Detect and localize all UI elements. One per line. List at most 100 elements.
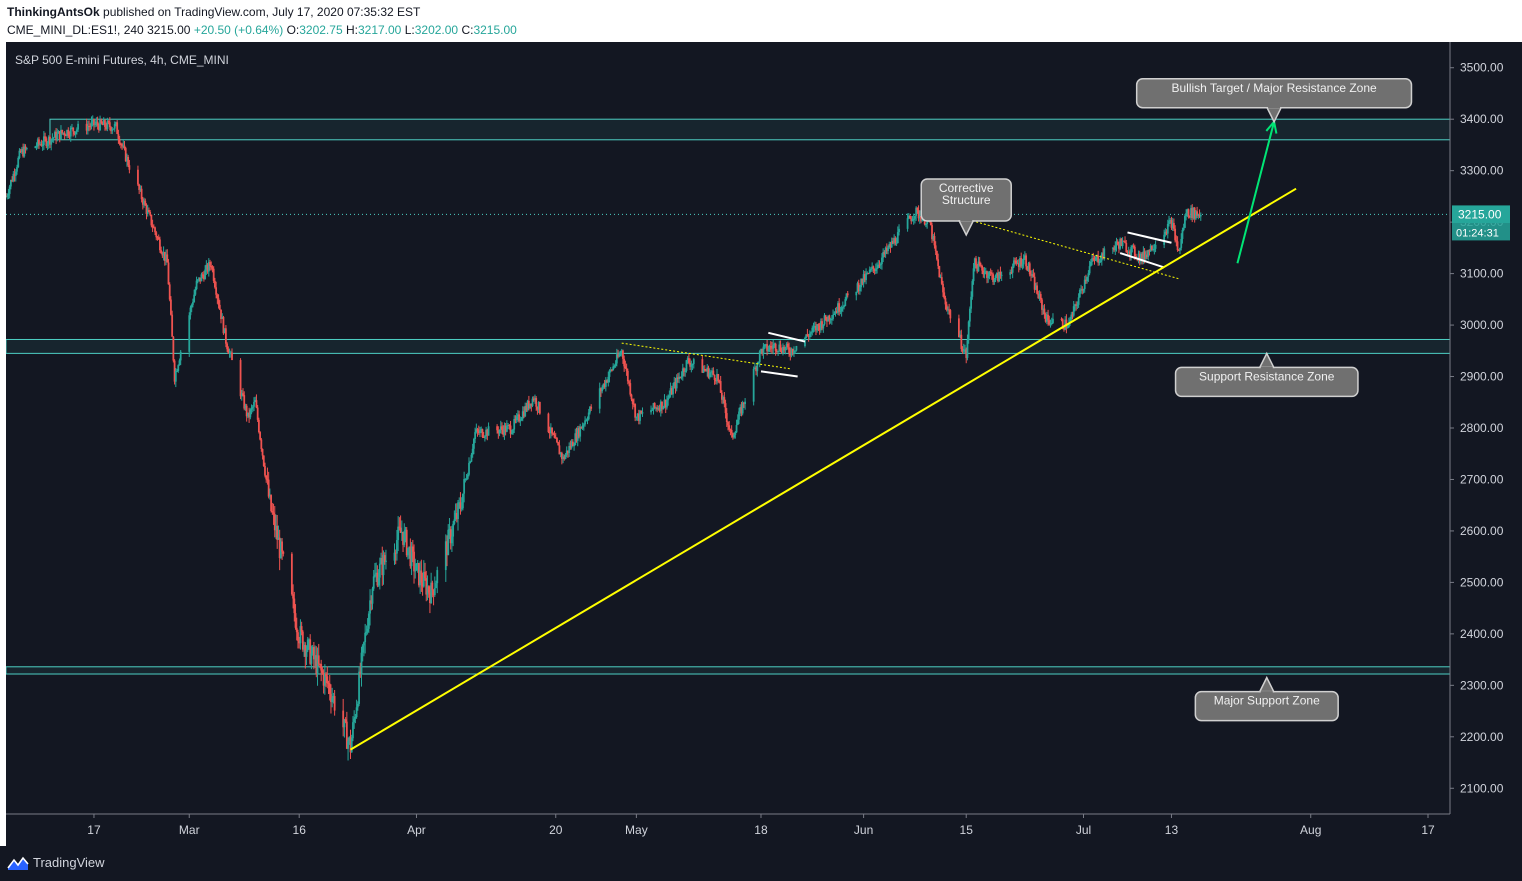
ohlc-line: CME_MINI_DL:ES1!, 240 3215.00 +20.50 (+0… (7, 23, 517, 37)
candle-body (448, 529, 451, 531)
candle (408, 546, 411, 559)
candle (861, 278, 864, 286)
candle (578, 425, 580, 439)
candle-body (1129, 251, 1131, 256)
candle-body (937, 259, 940, 266)
candle-body (190, 304, 193, 308)
candle-body (101, 123, 104, 126)
candle (1198, 209, 1201, 218)
candle-body (199, 277, 202, 282)
candle (872, 265, 875, 274)
candle (270, 494, 272, 513)
chart-area[interactable]: Bullish Target / Major Resistance Zone Co… (6, 42, 1522, 846)
candle-body (459, 502, 462, 509)
candlestick-chart[interactable]: Bullish Target / Major Resistance ZoneCo… (6, 42, 1522, 846)
candle (1138, 250, 1141, 266)
candle-body (898, 228, 900, 233)
candle (553, 430, 556, 439)
candle-body (382, 555, 385, 576)
candle (294, 604, 297, 630)
candle (640, 410, 643, 415)
candle (97, 123, 100, 133)
candle-body (396, 540, 398, 554)
candle-body (791, 348, 794, 353)
countdown-badge (1452, 223, 1510, 241)
candle-body (906, 218, 909, 229)
candle-body (115, 122, 117, 124)
candle (589, 405, 591, 415)
candle-body (195, 280, 198, 290)
candle (216, 293, 219, 304)
candle-body (650, 410, 652, 413)
candle-body (559, 452, 562, 455)
candle (839, 306, 842, 315)
candle-body (786, 343, 789, 348)
candle-body (189, 307, 192, 316)
candle (93, 118, 95, 131)
candle-body (655, 407, 657, 409)
candle (227, 346, 230, 354)
candle-body (762, 346, 765, 355)
candle-body (948, 309, 951, 311)
candle-body (188, 315, 191, 352)
candle-body (1125, 242, 1128, 253)
candle (532, 396, 535, 402)
candle-body (1137, 253, 1140, 259)
candle (581, 422, 584, 431)
time-axis-bg (6, 814, 1522, 846)
candle (376, 565, 379, 588)
candle (405, 527, 408, 558)
candle-body (1113, 247, 1115, 251)
candle (201, 271, 204, 279)
candle (299, 619, 302, 650)
candle (1063, 326, 1065, 332)
tradingview-brand[interactable]: TradingView (33, 855, 105, 870)
candle-body (640, 410, 643, 414)
candle-body (944, 298, 947, 305)
candle (411, 539, 414, 563)
candle-body (35, 146, 38, 148)
candle-body (887, 247, 889, 252)
candle-body (718, 380, 721, 382)
candle-body (915, 207, 918, 216)
candle-body (231, 352, 233, 361)
candle (409, 538, 412, 569)
candle (709, 370, 712, 378)
candle (830, 314, 833, 325)
candle-body (436, 570, 439, 584)
candle (1114, 241, 1117, 255)
candle (1089, 259, 1092, 267)
candle-body (834, 310, 837, 314)
candle (1194, 210, 1197, 221)
tradingview-logo-icon[interactable] (7, 855, 29, 871)
candle (856, 281, 859, 293)
candle (717, 373, 720, 384)
candle-body (585, 420, 588, 422)
candle (518, 410, 520, 423)
candle-body (1118, 244, 1120, 249)
candle-body (480, 429, 483, 431)
candle (813, 321, 816, 332)
candle-body (364, 632, 367, 643)
candle-body (508, 425, 511, 427)
candle-body (1014, 260, 1016, 262)
candle (72, 127, 75, 137)
candle (248, 407, 251, 423)
candle (651, 407, 654, 411)
candle-body (1138, 253, 1141, 262)
author-name[interactable]: ThinkingAntsOk (7, 5, 100, 19)
candle (652, 402, 655, 415)
candle (23, 143, 26, 158)
candle (1103, 246, 1106, 261)
candle-body (982, 270, 985, 275)
candle-body (717, 374, 720, 381)
candle (1048, 315, 1051, 326)
candle-body (997, 273, 999, 282)
candle-body (565, 450, 568, 455)
candle (512, 428, 514, 435)
candle-body (738, 411, 740, 420)
candle (944, 295, 947, 310)
candle (823, 313, 826, 326)
candle (455, 503, 458, 523)
candle-body (838, 303, 841, 312)
